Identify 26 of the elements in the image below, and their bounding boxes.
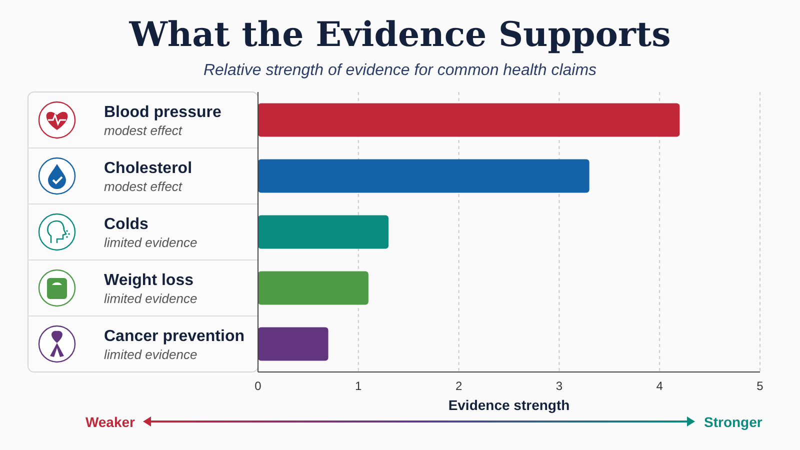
- bar: [258, 271, 368, 305]
- y-tick-label: Cholesterol: [104, 160, 192, 177]
- y-tick-label: Colds: [104, 216, 149, 233]
- text: Weaker: [85, 414, 136, 430]
- y-tick-label: Blood pressure: [104, 104, 222, 121]
- x-tick-label: 5: [756, 379, 764, 393]
- x-tick-label: 0: [254, 379, 262, 393]
- chart-subtitle: Relative strength of evidence for common health claims: [203, 62, 597, 79]
- text: modest effect: [104, 123, 184, 138]
- bar: [258, 327, 328, 361]
- x-tick-label: 4: [656, 379, 664, 393]
- text: modest effect: [104, 179, 184, 194]
- y-tick-label: Cancer prevention: [104, 328, 244, 345]
- x-tick-label: 2: [455, 379, 462, 393]
- bar: [258, 159, 590, 193]
- chart-title: What the Evidence Supports: [128, 15, 671, 55]
- text: limited evidence: [104, 291, 198, 306]
- text: limited evidence: [104, 235, 198, 250]
- bar: [258, 215, 389, 249]
- x-axis-title: Evidence strength: [448, 397, 570, 413]
- x-tick-label: 1: [355, 379, 362, 393]
- text: Stronger: [704, 414, 763, 430]
- x-tick-label: 3: [556, 379, 563, 393]
- text: limited evidence: [104, 347, 198, 362]
- bar: [258, 103, 680, 137]
- y-tick-label: Weight loss: [104, 272, 194, 289]
